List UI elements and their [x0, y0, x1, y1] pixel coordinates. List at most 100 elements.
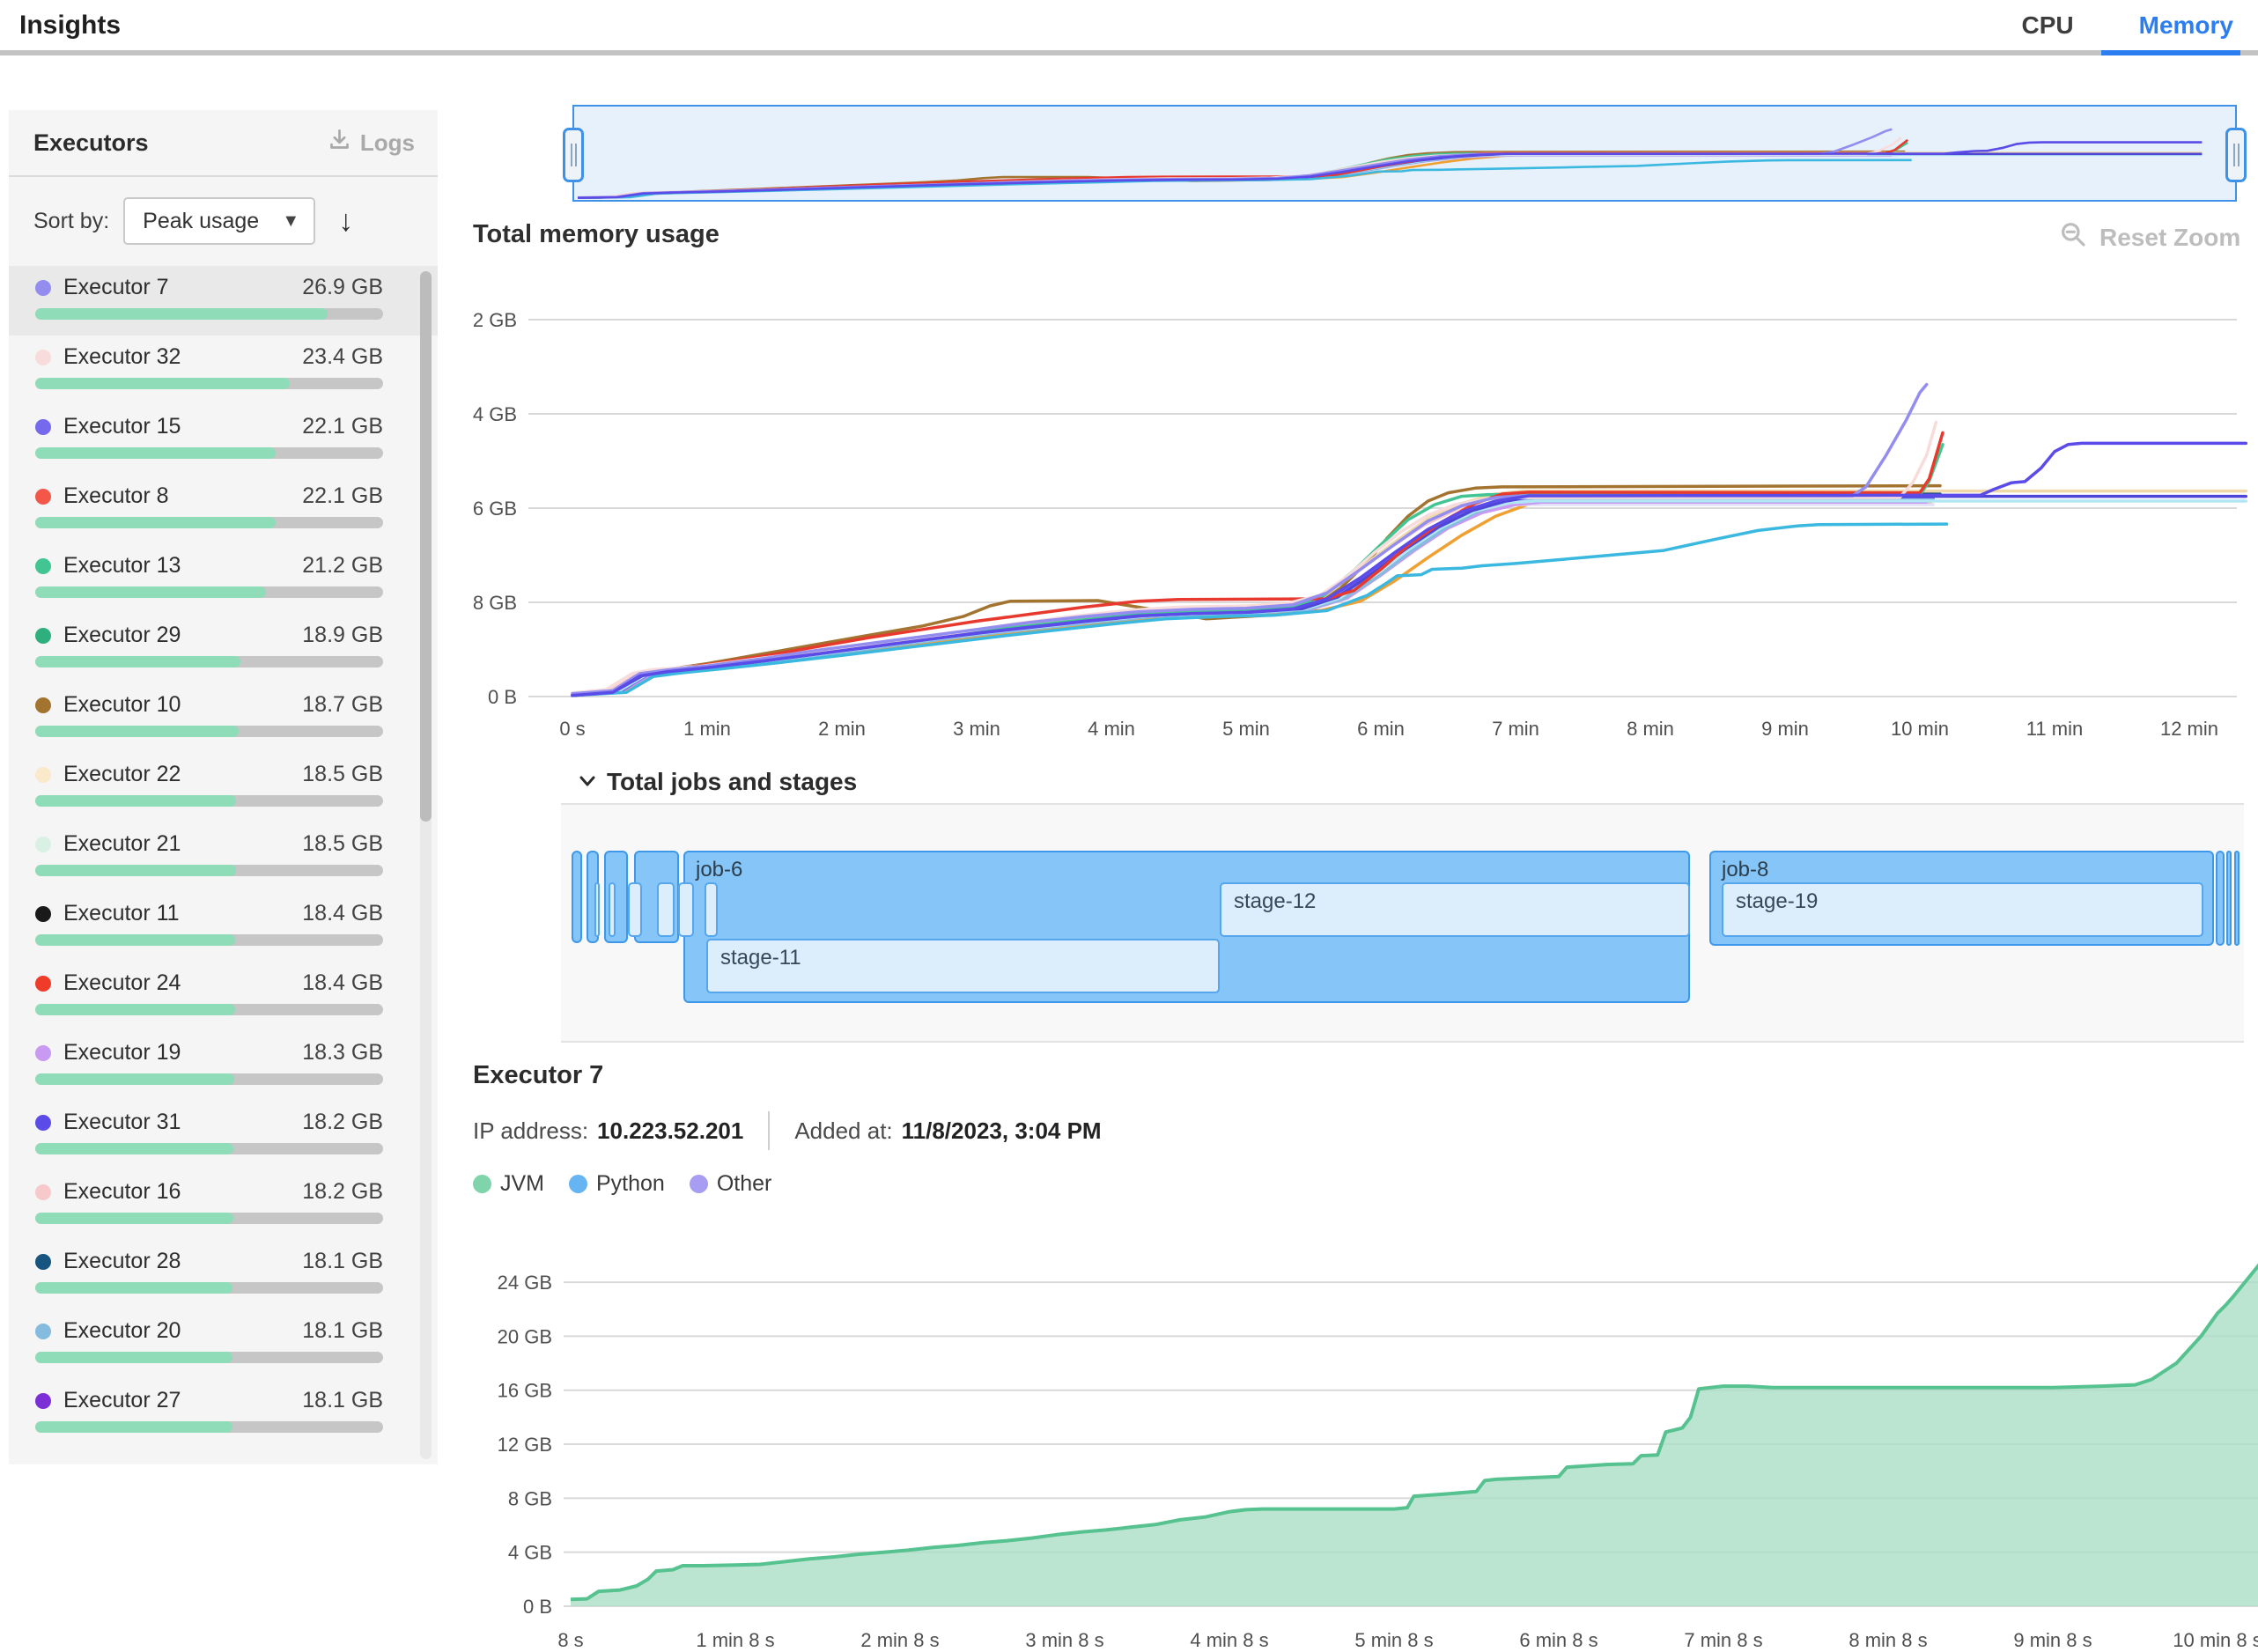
- executor-row: Executor 32 23.4 GB: [35, 344, 383, 370]
- stage-bar-stage-11[interactable]: stage-11: [706, 939, 1220, 993]
- svg-text:1 min: 1 min: [683, 718, 731, 740]
- executor-detail-info: IP address: 10.223.52.201 Added at: 11/8…: [473, 1111, 1102, 1150]
- overview-brush-chart[interactable]: [563, 105, 2247, 202]
- stage-bar[interactable]: [705, 882, 718, 937]
- executor-usage-bar: [35, 447, 383, 459]
- executor-name: Executor 8: [63, 483, 169, 508]
- executor-row: Executor 24 18.4 GB: [35, 970, 383, 996]
- executor-list-item[interactable]: Executor 32 23.4 GB: [9, 336, 438, 405]
- stage-bar[interactable]: [657, 882, 675, 937]
- executor-list-item[interactable]: Executor 22 18.5 GB: [9, 753, 438, 822]
- executor-name: Executor 13: [63, 553, 181, 578]
- svg-text:20 GB: 20 GB: [498, 1325, 552, 1347]
- legend-item-other: Other: [689, 1171, 772, 1197]
- executor-usage-bar: [35, 934, 383, 946]
- executor-list-item[interactable]: Executor 7 26.9 GB: [9, 266, 438, 336]
- executor-color-dot: [35, 1392, 51, 1409]
- stage-bar[interactable]: [594, 882, 600, 937]
- executor-list-item[interactable]: Executor 8 22.1 GB: [9, 475, 438, 544]
- legend-dot: [689, 1175, 708, 1193]
- executor-row: Executor 27 18.1 GB: [35, 1388, 383, 1413]
- executor-color-dot: [35, 836, 51, 852]
- executor-usage-bar: [35, 1004, 383, 1015]
- executors-panel: Executors Logs Sort by: Peak usage ▼ ↓ E…: [9, 110, 438, 1464]
- executors-panel-header: Executors Logs: [9, 110, 438, 177]
- executor-peak-value: 18.9 GB: [302, 623, 383, 647]
- executor-peak-value: 23.4 GB: [302, 344, 383, 369]
- info-divider: [768, 1111, 771, 1150]
- sort-descending-icon[interactable]: ↓: [338, 204, 354, 238]
- executor-color-dot: [35, 697, 51, 713]
- stage-label: stage-19: [1736, 889, 1819, 913]
- svg-text:4 GB: 4 GB: [508, 1542, 552, 1564]
- ip-address-value: 10.223.52.201: [597, 1117, 744, 1144]
- sidebar-scrollbar-thumb[interactable]: [420, 271, 432, 822]
- executor-peak-value: 18.5 GB: [302, 762, 383, 786]
- executor-color-dot: [35, 1253, 51, 1270]
- ip-address-label: IP address:: [473, 1117, 589, 1144]
- job-bar[interactable]: [572, 851, 582, 943]
- executor-usage-bar: [35, 517, 383, 528]
- executor-row: Executor 19 18.3 GB: [35, 1040, 383, 1066]
- executor-list-item[interactable]: Executor 21 18.5 GB: [9, 822, 438, 892]
- executor-row: Executor 31 18.2 GB: [35, 1110, 383, 1135]
- sort-row: Sort by: Peak usage ▼ ↓: [9, 177, 438, 265]
- svg-text:12 GB: 12 GB: [498, 1434, 552, 1456]
- executor-color-dot: [35, 557, 51, 574]
- executor-peak-value: 18.4 GB: [302, 970, 383, 995]
- executor-list-item[interactable]: Executor 20 18.1 GB: [9, 1309, 438, 1379]
- total-memory-line-chart[interactable]: 32 GB 24 GB 16 GB 8 GB 0 B 0 s 1 min 2 min 3 min…: [473, 291, 2258, 744]
- legend-label: Other: [716, 1171, 772, 1196]
- executor-color-dot: [35, 905, 51, 922]
- executor-row: Executor 7 26.9 GB: [35, 275, 383, 300]
- executor-list-item[interactable]: Executor 13 21.2 GB: [9, 544, 438, 614]
- executor-list-item[interactable]: Executor 31 18.2 GB: [9, 1101, 438, 1170]
- executor-usage-bar-fill: [35, 1213, 233, 1224]
- executor-name: Executor 15: [63, 414, 181, 439]
- executor-row: Executor 21 18.5 GB: [35, 831, 383, 857]
- svg-text:4 min 8 s: 4 min 8 s: [1190, 1629, 1268, 1651]
- header-divider: [0, 50, 2258, 55]
- stage-bar[interactable]: [628, 882, 642, 937]
- tab-memory[interactable]: Memory: [2138, 11, 2233, 39]
- executor-list-item[interactable]: Executor 15 22.1 GB: [9, 405, 438, 475]
- executor-list-item[interactable]: Executor 27 18.1 GB: [9, 1379, 438, 1449]
- executor-usage-bar-fill: [35, 726, 239, 737]
- executor-list-item[interactable]: Executor 29 18.9 GB: [9, 614, 438, 683]
- job-bar[interactable]: [2226, 851, 2232, 946]
- reset-zoom-button[interactable]: Reset Zoom: [2059, 220, 2240, 254]
- brush-handle-left[interactable]: [563, 128, 584, 182]
- executor-list-item[interactable]: Executor 19 18.3 GB: [9, 1031, 438, 1101]
- job-bar[interactable]: [2216, 851, 2225, 946]
- tab-cpu[interactable]: CPU: [2021, 11, 2074, 39]
- svg-text:3 min: 3 min: [953, 718, 1000, 740]
- executor-memory-area-chart[interactable]: 24 GB 20 GB 16 GB 12 GB 8 GB 4 GB 0 B8 s 1 min …: [473, 1255, 2258, 1652]
- tab-bar: CPU Memory: [2015, 0, 2241, 50]
- executor-color-dot: [35, 1114, 51, 1131]
- executor-list-item[interactable]: Executor 11 18.4 GB: [9, 892, 438, 962]
- stage-bar-stage-12[interactable]: stage-12: [1220, 882, 1690, 937]
- executor-row: Executor 11 18.4 GB: [35, 901, 383, 926]
- executor-peak-value: 18.1 GB: [302, 1388, 383, 1412]
- logs-button[interactable]: Logs: [328, 128, 415, 158]
- job-bar[interactable]: [604, 851, 628, 943]
- added-at-value: 11/8/2023, 3:04 PM: [901, 1117, 1102, 1144]
- stage-bar[interactable]: [678, 882, 694, 937]
- executor-list-item[interactable]: Executor 24 18.4 GB: [9, 962, 438, 1031]
- jobs-stages-gantt: job-6 job-8 stage-12 stage-11 stage-19: [561, 803, 2244, 1043]
- job-bar[interactable]: [2234, 851, 2240, 946]
- svg-text:24 GB: 24 GB: [498, 1272, 552, 1294]
- executor-list-item[interactable]: Executor 16 18.2 GB: [9, 1170, 438, 1240]
- executor-color-dot: [35, 349, 51, 365]
- brush-handle-right[interactable]: [2225, 128, 2247, 182]
- executor-row: Executor 20 18.1 GB: [35, 1318, 383, 1344]
- stage-bar[interactable]: [609, 882, 616, 937]
- svg-text:10 min: 10 min: [1891, 718, 1949, 740]
- stage-bar-stage-19[interactable]: stage-19: [1722, 882, 2203, 937]
- svg-text:12 min: 12 min: [2160, 718, 2218, 740]
- executor-list-item[interactable]: Executor 28 18.1 GB: [9, 1240, 438, 1309]
- jobs-section-toggle[interactable]: Total jobs and stages: [577, 768, 857, 796]
- svg-text:0 s: 0 s: [559, 718, 585, 740]
- executor-list-item[interactable]: Executor 10 18.7 GB: [9, 683, 438, 753]
- sort-select[interactable]: Peak usage ▼: [123, 197, 316, 245]
